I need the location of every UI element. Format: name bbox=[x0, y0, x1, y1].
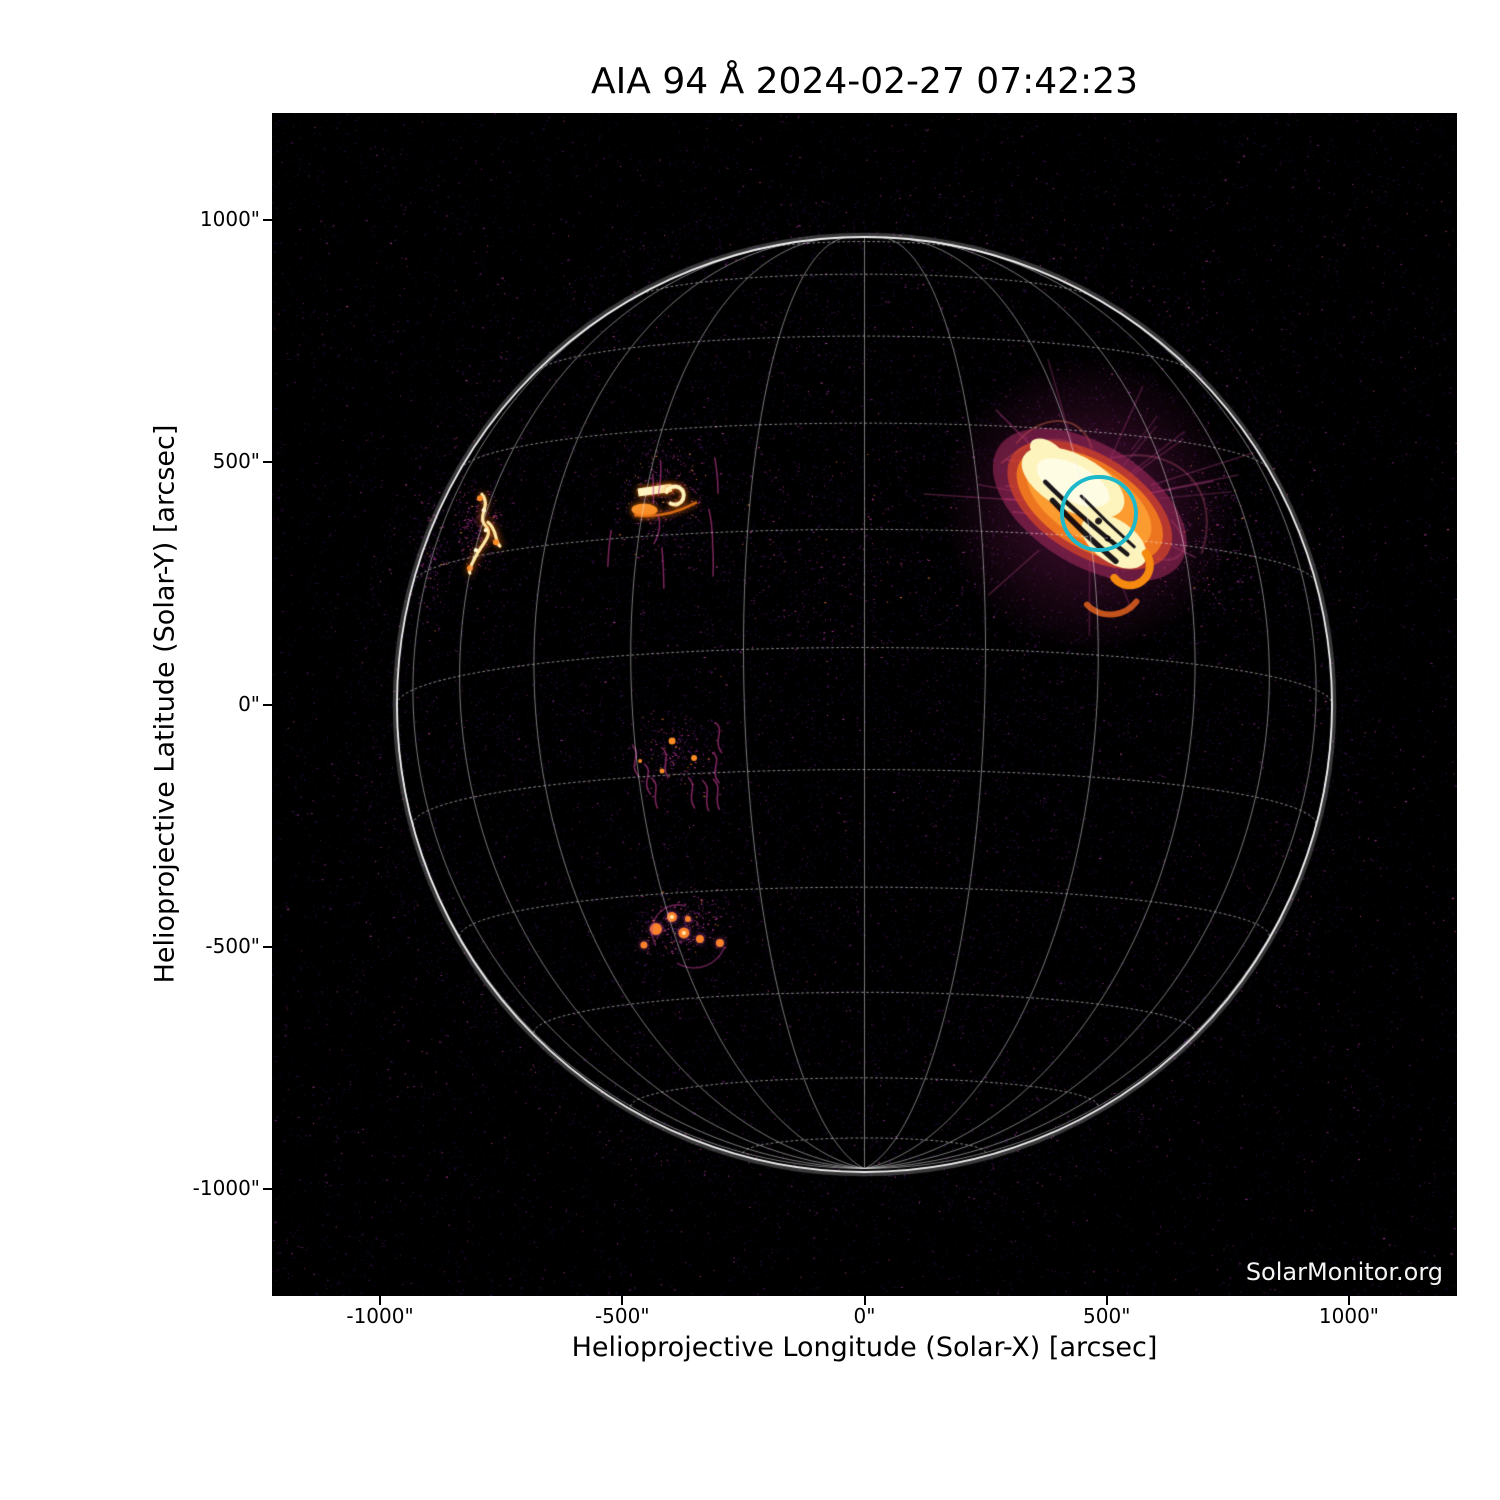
x-tick-mark bbox=[1347, 1296, 1350, 1305]
x-tick-mark bbox=[621, 1296, 624, 1305]
plot-title: AIA 94 Å 2024-02-27 07:42:23 bbox=[591, 61, 1138, 102]
x-tick-label: -500" bbox=[594, 1304, 650, 1328]
x-axis-label: Helioprojective Longitude (Solar-X) [arc… bbox=[571, 1332, 1158, 1363]
x-tick-label: -1000" bbox=[346, 1304, 414, 1328]
solar-image-canvas bbox=[272, 113, 1457, 1296]
flare-region-circle bbox=[1060, 474, 1138, 552]
x-tick-mark bbox=[1105, 1296, 1108, 1305]
y-tick-label: 1000" bbox=[199, 207, 260, 232]
y-tick-label: 0" bbox=[238, 691, 260, 716]
y-tick-label: -500" bbox=[205, 933, 260, 958]
x-tick-label: 0" bbox=[853, 1304, 876, 1328]
y-tick-label: 500" bbox=[212, 449, 260, 474]
plot-area: SolarMonitor.org bbox=[272, 113, 1457, 1296]
y-tick-mark bbox=[263, 461, 272, 464]
y-tick-mark bbox=[263, 1187, 272, 1190]
y-tick-mark bbox=[263, 703, 272, 706]
y-tick-label: -1000" bbox=[192, 1175, 260, 1200]
x-tick-mark bbox=[379, 1296, 382, 1305]
y-tick-mark bbox=[263, 219, 272, 222]
x-tick-label: 1000" bbox=[1318, 1304, 1379, 1328]
x-tick-mark bbox=[863, 1296, 866, 1305]
x-tick-label: 500" bbox=[1083, 1304, 1131, 1328]
y-tick-mark bbox=[263, 945, 272, 948]
solarmonitor-watermark: SolarMonitor.org bbox=[1245, 1258, 1443, 1286]
